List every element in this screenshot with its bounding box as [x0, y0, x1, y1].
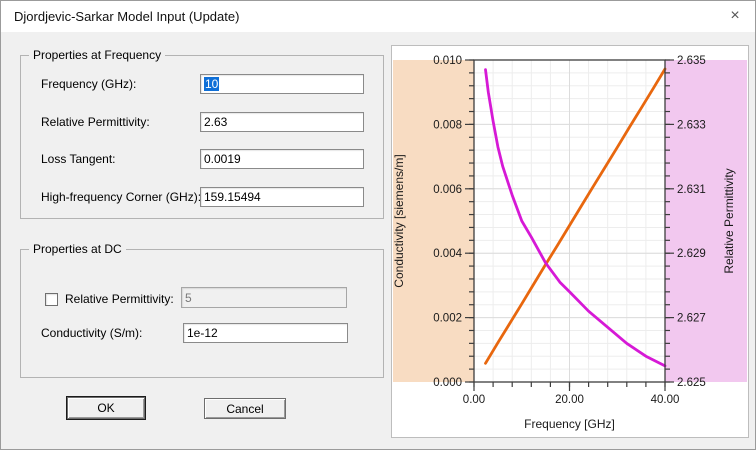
material-response-chart: 0.00 20.00 40.00 0.000 0.002 0.004 0.006 0.008 0…	[392, 55, 747, 431]
dc-permittivity-input	[181, 287, 347, 308]
relative-permittivity-label: Relative Permittivity:	[41, 115, 150, 129]
dc-group-title: Properties at DC	[29, 242, 126, 256]
properties-at-frequency-group: Properties at Frequency	[20, 48, 384, 219]
svg-text:0.010: 0.010	[433, 55, 462, 67]
frequency-input[interactable]: 10	[200, 74, 364, 94]
ok-button[interactable]: OK	[67, 397, 145, 419]
svg-text:Relative Permittivity: Relative Permittivity	[722, 168, 736, 273]
svg-text:0.002: 0.002	[433, 313, 462, 325]
svg-text:20.00: 20.00	[555, 394, 584, 406]
svg-text:2.627: 2.627	[677, 313, 706, 325]
svg-text:0.006: 0.006	[433, 184, 462, 196]
loss-tangent-input[interactable]	[200, 149, 364, 169]
svg-text:2.633: 2.633	[677, 119, 706, 131]
cancel-button[interactable]: Cancel	[204, 398, 286, 419]
svg-text:2.625: 2.625	[677, 377, 706, 389]
dc-conductivity-label: Conductivity (S/m):	[41, 326, 143, 340]
svg-text:Conductivity [siemens/m]: Conductivity [siemens/m]	[392, 154, 406, 287]
title-bar: Djordjevic-Sarkar Model Input (Update) ×	[1, 1, 755, 32]
dialog-title: Djordjevic-Sarkar Model Input (Update)	[14, 9, 240, 24]
dc-permittivity-checkbox[interactable]	[45, 293, 58, 306]
svg-text:2.635: 2.635	[677, 55, 706, 67]
high-frequency-corner-label: High-frequency Corner (GHz):	[41, 190, 202, 204]
svg-text:0.004: 0.004	[433, 248, 462, 260]
relative-permittivity-input[interactable]	[200, 112, 364, 132]
loss-tangent-label: Loss Tangent:	[41, 152, 116, 166]
svg-text:40.00: 40.00	[651, 394, 680, 406]
close-icon[interactable]: ×	[730, 7, 740, 24]
material-response-chart-panel: 0.00 20.00 40.00 0.000 0.002 0.004 0.006 0.008 0…	[391, 45, 749, 438]
svg-text:0.00: 0.00	[463, 394, 485, 406]
svg-text:Frequency [GHz]: Frequency [GHz]	[524, 417, 615, 431]
svg-text:2.629: 2.629	[677, 248, 706, 260]
properties-at-dc-group: Properties at DC	[20, 242, 384, 378]
frequency-selected-text: 10	[204, 77, 220, 91]
svg-text:2.631: 2.631	[677, 184, 706, 196]
svg-text:0.008: 0.008	[433, 119, 462, 131]
frequency-label: Frequency (GHz):	[41, 77, 137, 91]
dc-permittivity-label: Relative Permittivity:	[65, 292, 174, 306]
svg-text:0.000: 0.000	[433, 377, 462, 389]
frequency-group-title: Properties at Frequency	[29, 48, 166, 62]
high-frequency-corner-input[interactable]	[200, 187, 364, 207]
dc-conductivity-input[interactable]	[183, 323, 348, 343]
